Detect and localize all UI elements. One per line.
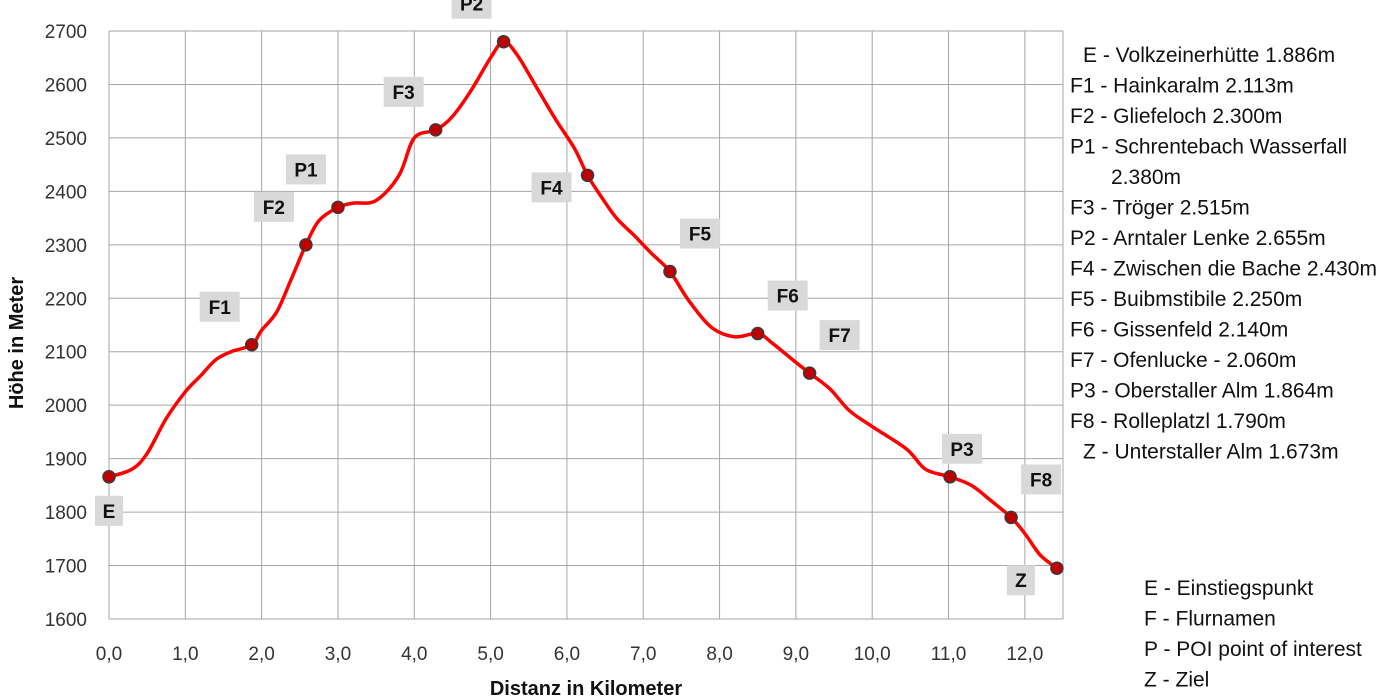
waypoint-marker-f8 bbox=[1004, 510, 1018, 525]
x-tick-label: 1,0 bbox=[172, 644, 198, 665]
x-tick-label: 5,0 bbox=[477, 644, 503, 665]
legend-entry: F8 - Rolleplatzl 1.790m bbox=[1070, 410, 1286, 433]
waypoint-label-bg bbox=[253, 191, 294, 222]
legend-entry: F2 - Gliefeloch 2.300m bbox=[1070, 105, 1282, 128]
waypoint-marker-e bbox=[102, 470, 116, 484]
waypoint-label-bg bbox=[199, 291, 240, 322]
waypoint-label-bg bbox=[679, 218, 720, 249]
waypoint-label-bg bbox=[451, 0, 492, 19]
legend-entry: F3 - Tröger 2.515m bbox=[1070, 197, 1250, 220]
legend-entry: F1 - Hainkaralm 2.113m bbox=[1070, 75, 1294, 98]
waypoint-marker-f7 bbox=[802, 366, 817, 380]
waypoint-label-bg bbox=[767, 280, 808, 311]
legend: E - Volkzeinerhütte 1.886m F1 - Hainkaral… bbox=[1070, 44, 1377, 464]
waypoint-label-f7: F7 bbox=[829, 326, 851, 347]
key-entry: P - POI point of interest bbox=[1144, 638, 1362, 661]
x-tick-label: 8,0 bbox=[706, 644, 732, 665]
legend-entry: P2 - Arntaler Lenke 2.655m bbox=[1070, 227, 1326, 250]
waypoint-marker-f3 bbox=[428, 123, 443, 137]
waypoint-label-z: Z bbox=[1015, 571, 1027, 592]
waypoint-label-f4: F4 bbox=[540, 178, 563, 199]
y-tick-label: 1800 bbox=[45, 503, 87, 524]
x-axis-title: Distanz in Kilometer bbox=[490, 678, 682, 700]
waypoint-label-p2: P2 bbox=[460, 0, 483, 16]
waypoint-label-p1: P1 bbox=[294, 160, 318, 181]
x-tick-label: 3,0 bbox=[325, 644, 351, 665]
x-tick-label: 2,0 bbox=[248, 644, 274, 665]
grid bbox=[108, 30, 1064, 620]
y-tick-label: 1600 bbox=[45, 610, 87, 631]
legend-entry: F4 - Zwischen die Bache 2.430m bbox=[1070, 258, 1377, 281]
tick-labels: 1600 1700 1800 1900 2000 2100 2200 2300 2400 2500… bbox=[45, 22, 1044, 665]
waypoint-label-f8: F8 bbox=[1030, 470, 1052, 491]
legend-entry: P3 - Oberstaller Alm 1.864m bbox=[1070, 380, 1334, 403]
y-tick-label: 2700 bbox=[45, 22, 87, 43]
y-tick-label: 2200 bbox=[45, 289, 87, 310]
y-tick-label: 2300 bbox=[45, 236, 87, 257]
waypoint-label-f1: F1 bbox=[209, 298, 232, 319]
waypoint-marker-z bbox=[1050, 561, 1064, 575]
y-tick-label: 2400 bbox=[45, 182, 87, 203]
x-tick-label: 9,0 bbox=[783, 644, 809, 665]
waypoint-label-bg bbox=[95, 495, 123, 526]
waypoint-marker-f1 bbox=[244, 338, 259, 352]
waypoint-label-bg bbox=[285, 154, 326, 185]
waypoint-label-bg bbox=[1006, 565, 1035, 596]
x-tick-label: 4,0 bbox=[401, 644, 427, 665]
key-entry: E - Einstiegspunkt bbox=[1144, 577, 1313, 600]
legend-entry: F7 - Ofenlucke - 2.060m bbox=[1070, 349, 1296, 372]
y-tick-label: 2600 bbox=[45, 75, 87, 96]
y-tick-label: 1900 bbox=[45, 450, 87, 471]
waypoint-marker-p2 bbox=[496, 34, 511, 49]
point-labels: E F1 F2 P1 F3 P2 F4 F5 F6 F7 P3 F8 Z bbox=[95, 0, 1062, 596]
key-entry: F - Flurnamen bbox=[1144, 608, 1276, 631]
legend-entry: Z - Unterstaller Alm 1.673m bbox=[1083, 441, 1339, 464]
legend-entry: F5 - Buibmstibile 2.250m bbox=[1070, 288, 1302, 311]
key: E - Einstiegspunkt F - Flurnamen P - POI p… bbox=[1144, 577, 1362, 692]
waypoint-label-p3: P3 bbox=[950, 440, 973, 461]
y-tick-label: 2100 bbox=[45, 343, 87, 364]
legend-entry: F6 - Gissenfeld 2.140m bbox=[1070, 319, 1288, 342]
waypoint-marker-f5 bbox=[663, 264, 677, 279]
x-tick-label: 10,0 bbox=[854, 644, 891, 665]
elevation-profile-line bbox=[107, 39, 1059, 570]
waypoint-marker-f6 bbox=[750, 326, 765, 341]
x-tick-label: 6,0 bbox=[554, 644, 580, 665]
y-tick-label: 2500 bbox=[45, 129, 87, 150]
y-axis-title: Höhe in Meter bbox=[6, 277, 28, 409]
x-tick-label: 7,0 bbox=[630, 644, 656, 665]
waypoint-marker-f4 bbox=[580, 168, 595, 183]
y-tick-label: 1700 bbox=[45, 557, 87, 578]
waypoint-label-bg bbox=[531, 172, 572, 203]
waypoint-marker-p1 bbox=[331, 200, 345, 215]
legend-entry: 2.380m bbox=[1111, 166, 1181, 189]
waypoint-label-bg bbox=[383, 76, 424, 107]
point-markers bbox=[102, 34, 1064, 575]
waypoint-label-bg bbox=[819, 320, 860, 351]
waypoint-label-bg bbox=[942, 433, 983, 464]
waypoint-label-f3: F3 bbox=[393, 83, 415, 104]
waypoint-label-f6: F6 bbox=[777, 287, 799, 308]
legend-entry: E - Volkzeinerhütte 1.886m bbox=[1083, 44, 1335, 67]
x-tick-label: 0,0 bbox=[96, 644, 122, 665]
waypoint-label-bg bbox=[1021, 464, 1062, 495]
y-tick-label: 2000 bbox=[45, 396, 87, 417]
key-entry: Z - Ziel bbox=[1144, 669, 1209, 692]
waypoint-marker-f2 bbox=[299, 238, 313, 252]
profile-line-layer bbox=[107, 39, 1059, 570]
waypoint-label-f2: F2 bbox=[263, 198, 285, 219]
waypoint-label-e: E bbox=[103, 502, 116, 523]
waypoint-label-f5: F5 bbox=[689, 225, 712, 246]
x-tick-label: 12,0 bbox=[1006, 644, 1043, 665]
x-tick-label: 11,0 bbox=[931, 644, 967, 665]
waypoint-marker-p3 bbox=[943, 470, 957, 484]
legend-entry: P1 - Schrentebach Wasserfall bbox=[1070, 136, 1347, 159]
